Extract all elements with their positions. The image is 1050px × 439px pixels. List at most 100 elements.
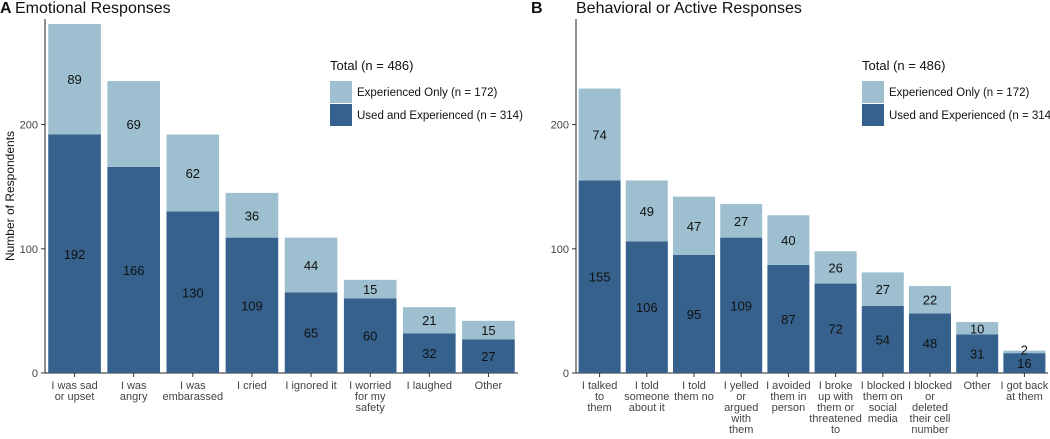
panel-b-x-tick-label-line: or: [736, 391, 746, 403]
panel-b-x-tick-label-line: I avoided: [766, 380, 811, 392]
panel-a-bar-used-and-experienced: [284, 292, 338, 373]
panel-b-x-tick-label-line: them: [729, 424, 753, 436]
panel-a-bar-experienced-only: [284, 237, 338, 293]
panel-a-data-label-experienced-only: 36: [245, 208, 259, 223]
panel-a-x-tick-label-line: I worried: [349, 380, 391, 392]
panel-b-chart: Behavioral or Active Responses 0 100 200 155…: [551, 0, 1050, 436]
panel-b-legend-item: Experienced Only (n = 172): [889, 87, 1029, 99]
panel-b-bar-used-and-experienced: [720, 237, 763, 373]
panel-b-x-tick-label-line: I told: [682, 380, 706, 392]
panel-a-x-tick-label: I was embarassed: [163, 380, 224, 403]
panel-b-x-tick-label-line: argued: [724, 402, 758, 414]
panel-a-x-tick-label-line: angry: [120, 391, 148, 403]
panel-a-chart: Emotional Responses Number of Respondents…: [3, 0, 523, 414]
panel-a-data-label-used-and-experienced: 27: [481, 349, 495, 364]
panel-a-y-axis-title: Number of Respondents: [3, 131, 17, 261]
panel-a-x-tick-label-line: Other: [475, 380, 503, 392]
panel-b-bar-used-and-experienced: [672, 255, 716, 373]
panel-b-x-tick-label-line: or: [925, 391, 935, 403]
panel-a-legend-item: Experienced Only (n = 172): [357, 87, 497, 99]
panel-a-y-tick-label: 0: [32, 368, 38, 380]
panel-b-data-label-experienced-only: 74: [592, 128, 606, 143]
panel-b-tag: B: [531, 0, 543, 17]
panel-b-x-tick-label-line: them no: [674, 391, 714, 403]
panel-a-data-label-used-and-experienced: 192: [64, 247, 86, 262]
panel-b-bar-used-and-experienced: [625, 241, 668, 373]
panel-a-bar-experienced-only: [166, 134, 220, 212]
panel-b-x-tick-label-line: Other: [963, 380, 991, 392]
panel-a-bar-used-and-experienced: [462, 339, 515, 373]
panel-b-x-tick-label-line: to: [831, 424, 840, 436]
panel-a-x-tick-label-line: for my: [355, 391, 386, 403]
panel-a-bar-used-and-experienced: [107, 166, 160, 373]
panel-b-bar-used-and-experienced: [767, 264, 810, 373]
panel-a-data-label-used-and-experienced: 32: [422, 346, 436, 361]
panel-a-legend-swatch: [330, 81, 352, 103]
panel-a-x-tick-label-line: I was: [180, 380, 206, 392]
panel-b-x-tick-label-line: them on: [863, 391, 903, 403]
panel-a-x-tick-label-line: I ignored it: [285, 380, 336, 392]
panel-a-bar-experienced-only: [107, 81, 160, 167]
panel-b-x-tick-label: I talked to them: [582, 380, 617, 414]
panel-b-x-tick-label-line: I blocked: [861, 380, 905, 392]
panel-a-x-tick-label: I ignored it: [285, 380, 336, 392]
panel-b-x-tick-label-line: up with: [818, 391, 853, 403]
panel-b-data-label-experienced-only: 26: [828, 260, 842, 275]
panel-a-x-tick-label: I cried: [237, 380, 267, 392]
panel-b-data-label-experienced-only: 49: [640, 204, 654, 219]
panel-b-data-label-used-and-experienced: 54: [876, 332, 890, 347]
panel-a-bar-experienced-only: [403, 307, 456, 334]
panel-b-data-label-experienced-only: 27: [876, 282, 890, 297]
panel-a-legend-swatch: [330, 104, 352, 126]
panel-a-data-label-experienced-only: 69: [126, 117, 140, 132]
panel-b-bar-used-and-experienced: [814, 283, 857, 373]
panel-b-x-tick-label: I told someone about it: [624, 380, 669, 414]
panel-b-data-label-experienced-only: 47: [687, 219, 701, 234]
panel-a-legend-item: Used and Experienced (n = 314): [357, 110, 523, 122]
panel-b-x-tick-label: Other: [963, 380, 991, 392]
panel-a-y-tick-label: 200: [20, 120, 38, 132]
panel-b-bar-experienced-only: [720, 204, 763, 238]
panel-a-data-label-used-and-experienced: 60: [363, 329, 377, 344]
panel-b-x-tick-label-line: their cell: [910, 413, 951, 425]
panel-b-x-tick-label: I told them no: [674, 380, 714, 403]
panel-b-data-label-experienced-only: 2: [1021, 343, 1028, 358]
panel-b-x-tick-label-line: number: [911, 424, 949, 436]
panel-b-bar-experienced-only: [814, 251, 857, 284]
panel-a-bar-used-and-experienced: [403, 333, 456, 373]
panel-b-data-label-experienced-only: 22: [923, 293, 937, 308]
panel-b-y-tick-label: 200: [551, 120, 569, 132]
panel-a-data-label-experienced-only: 44: [304, 258, 318, 273]
panel-a-data-label-experienced-only: 62: [186, 166, 200, 181]
panel-b-data-label-used-and-experienced: 95: [687, 307, 701, 322]
panel-b-x-tick-label-line: I got back: [1001, 380, 1049, 392]
panel-a-bar-experienced-only: [225, 192, 279, 238]
panel-b-x-tick-label-line: I blocked: [908, 380, 952, 392]
panel-b-bar-used-and-experienced: [908, 313, 952, 373]
panel-b-y-tick-label: 100: [551, 244, 569, 256]
panel-b-x-tick-label-line: I told: [635, 380, 659, 392]
panel-a-x-tick-label-line: I laughed: [407, 380, 452, 392]
panel-b-x-tick-label-line: threatened: [809, 413, 862, 425]
panel-b-x-tick-label: I got back at them: [1001, 380, 1049, 403]
panel-b-data-label-used-and-experienced: 106: [636, 300, 658, 315]
panel-a-title: Emotional Responses: [15, 0, 171, 17]
panel-a-legend-title: Total (n = 486): [330, 58, 413, 73]
panel-a-x-tick-label-line: I cried: [237, 380, 267, 392]
panel-a-data-label-used-and-experienced: 166: [123, 263, 145, 278]
panel-b-data-label-used-and-experienced: 109: [730, 298, 752, 313]
panel-a-bar-experienced-only: [343, 279, 397, 299]
panel-b-data-label-used-and-experienced: 72: [828, 321, 842, 336]
panel-b-legend-swatch: [862, 81, 884, 103]
panel-b-x-tick-label-line: I talked: [582, 380, 617, 392]
panel-a-y-tick-label: 100: [20, 244, 38, 256]
panel-b-bar-experienced-only: [625, 180, 668, 242]
panel-b-x-tick-label-line: social: [869, 402, 897, 414]
panel-b-bar-used-and-experienced: [578, 180, 621, 373]
panel-b-x-tick-label: I avoided them in person: [766, 380, 811, 414]
panel-b-data-label-used-and-experienced: 16: [1017, 356, 1031, 371]
panel-b-data-label-used-and-experienced: 48: [923, 336, 937, 351]
panel-a-bar-experienced-only: [462, 320, 515, 340]
panel-b-legend-title: Total (n = 486): [862, 58, 945, 73]
panel-a-data-label-used-and-experienced: 65: [304, 326, 318, 341]
